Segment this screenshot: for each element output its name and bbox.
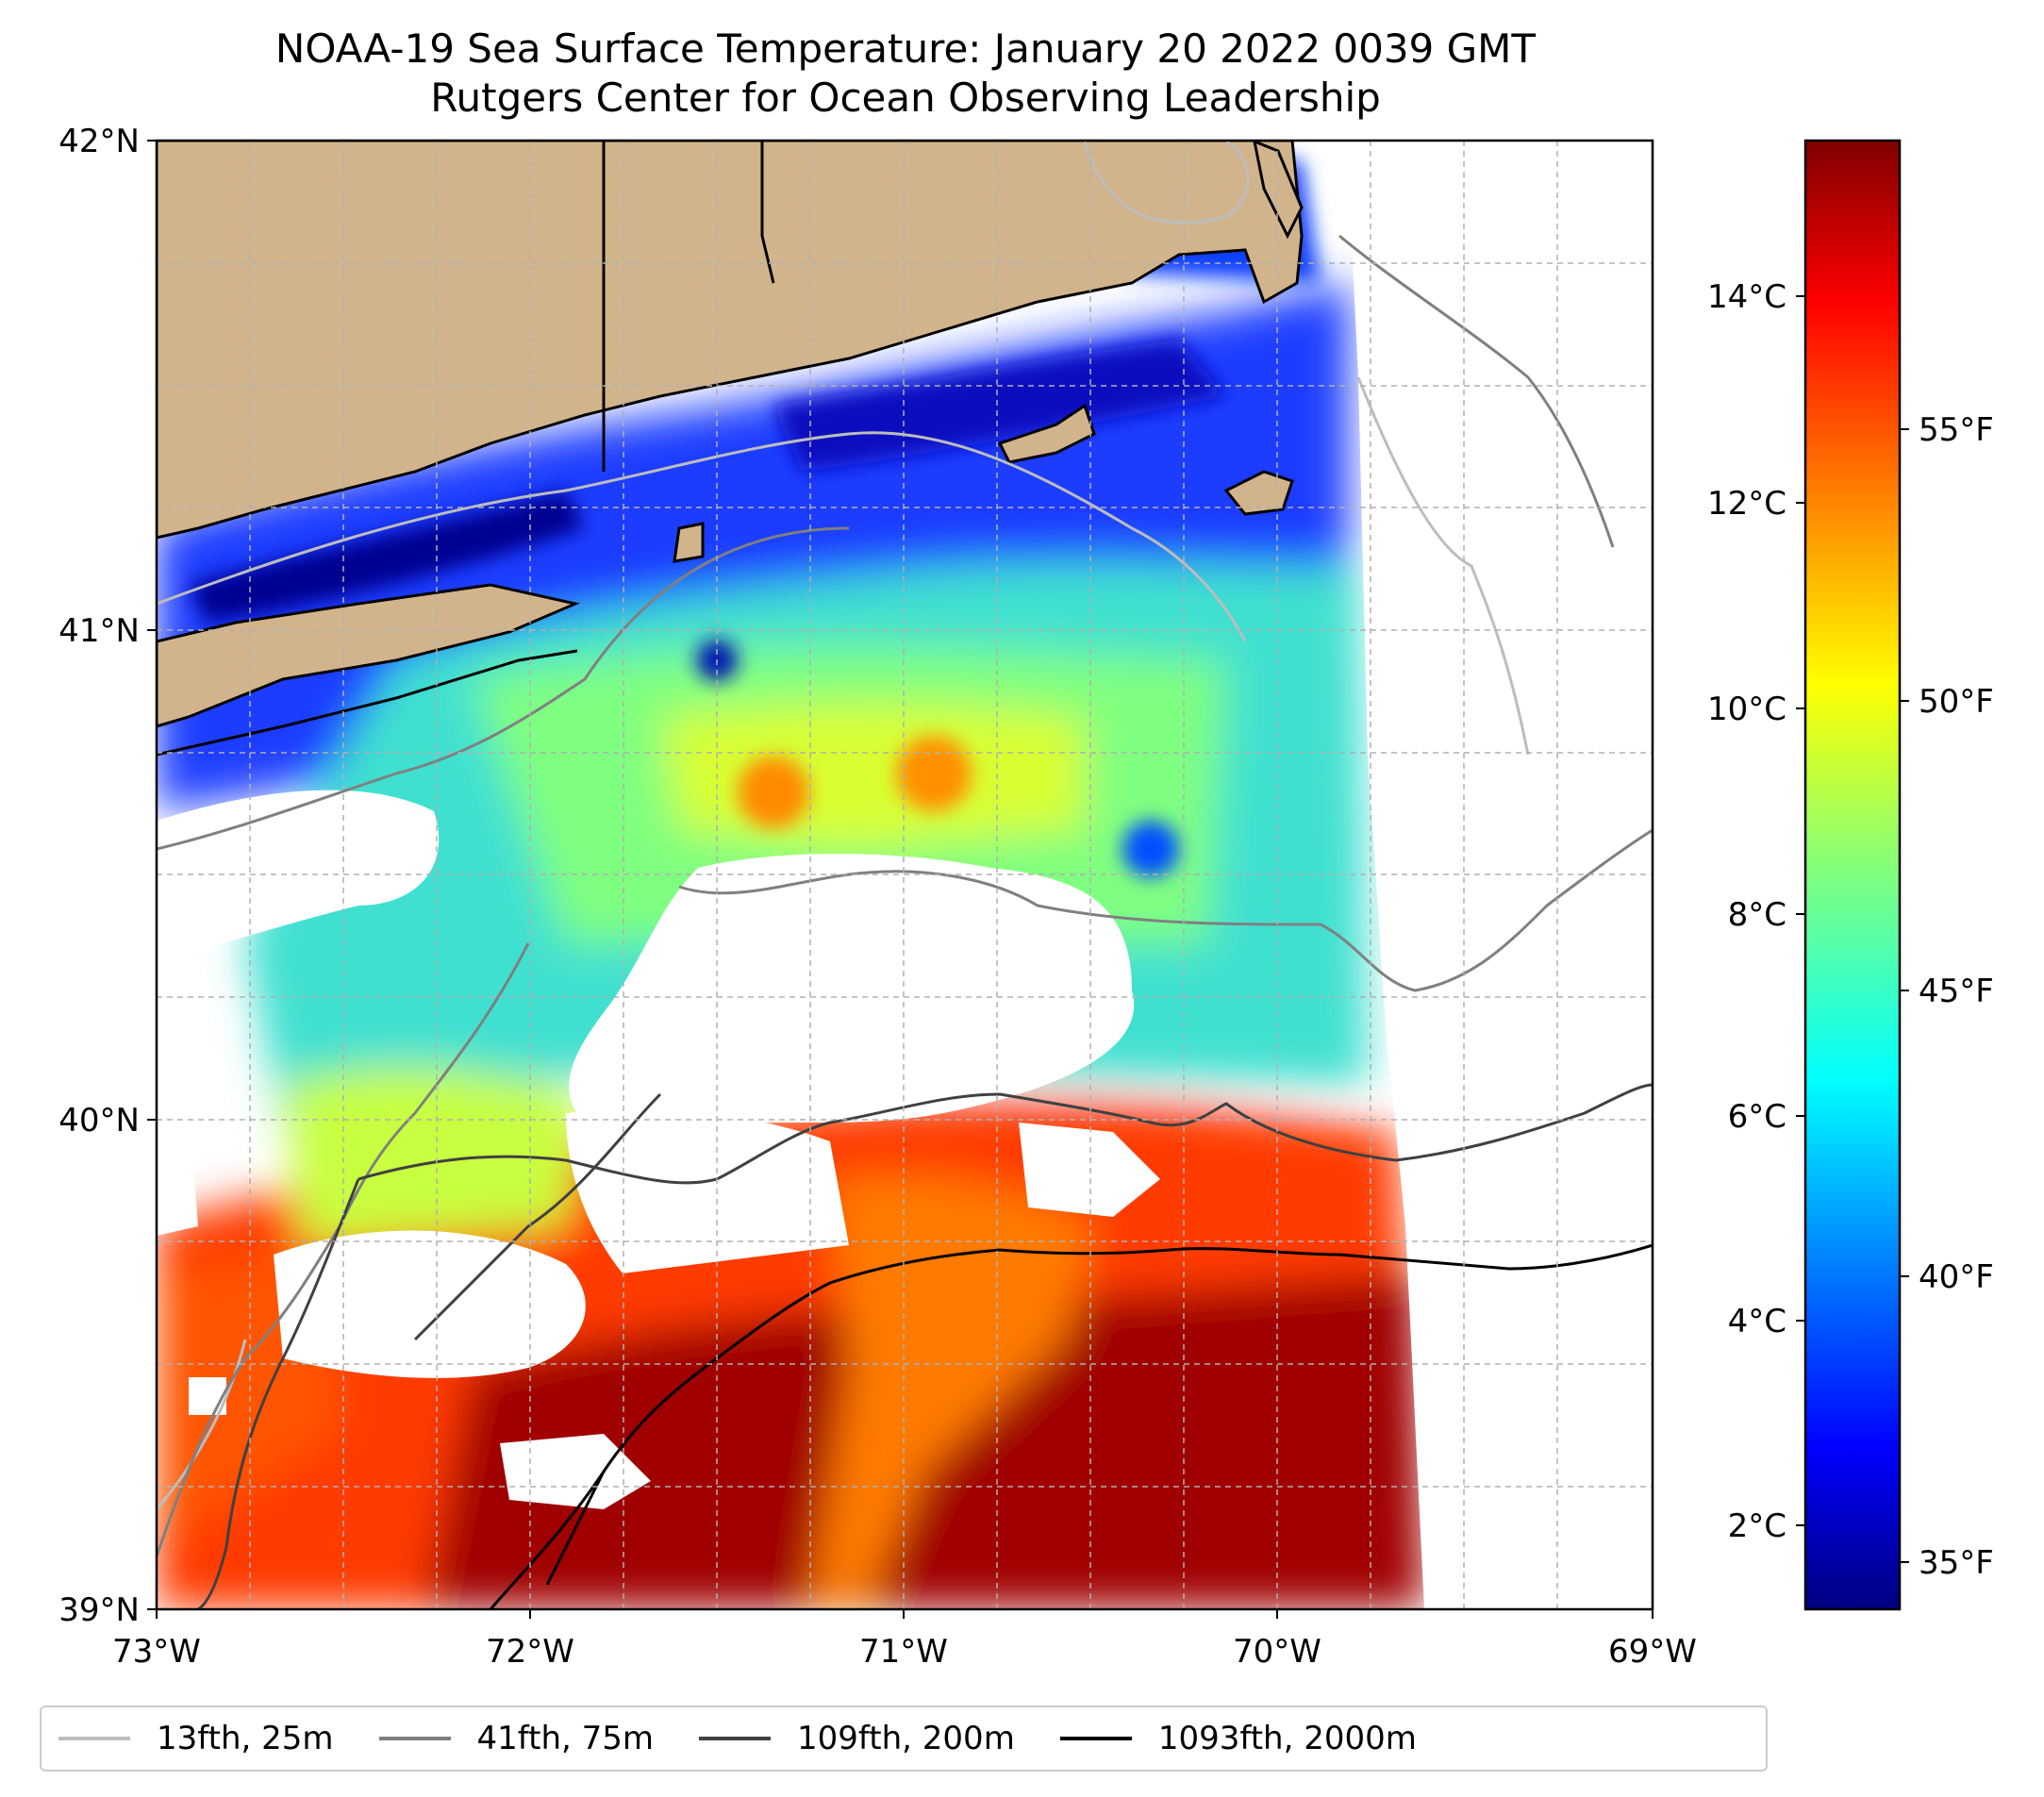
celsius-tick-label: 4°C [1728, 1303, 1786, 1340]
celsius-tick-label: 10°C [1707, 691, 1786, 728]
legend-item-2000m: 1093fth, 2000m [1059, 1720, 1417, 1757]
celsius-tick-label: 6°C [1728, 1098, 1786, 1136]
lat-tick-label: 42°N [58, 123, 140, 160]
legend-item-75m: 41fth, 75m [378, 1720, 655, 1757]
celsius-tick-label: 2°C [1728, 1507, 1786, 1545]
lon-tick-label: 72°W [486, 1633, 574, 1671]
fahrenheit-tick-label: 50°F [1919, 683, 1994, 721]
axis-ticks [147, 140, 1653, 1619]
celsius-tick-label: 14°C [1707, 278, 1786, 316]
colorbar: 14°C 12°C 10°C 8°C 6°C 4°C 2°C 55°F 50°F… [1707, 139, 1994, 1611]
lon-tick-label: 70°W [1233, 1633, 1321, 1671]
map-area [157, 141, 1653, 1609]
isobath-legend: 13fth, 25m 41fth, 75m 109fth, 200m 1093f… [40, 1705, 1768, 1772]
celsius-tick-label: 12°C [1707, 485, 1786, 523]
lon-tick-label: 73°W [112, 1633, 201, 1671]
land-mass [157, 141, 1304, 757]
fahrenheit-tick-label: 55°F [1919, 411, 1994, 449]
map-gridlines [157, 141, 1653, 1609]
legend-item-200m: 109fth, 200m [699, 1720, 1015, 1757]
fahrenheit-tick-label: 40°F [1919, 1258, 1994, 1296]
colorbar-gradient [1803, 139, 1902, 1611]
lon-tick-labels: 73°W 72°W 71°W 70°W 69°W [112, 1633, 1697, 1671]
celsius-tick-label: 8°C [1728, 896, 1786, 934]
isobath-2000m [489, 1243, 1653, 1609]
chart-title: NOAA-19 Sea Surface Temperature: January… [274, 25, 1537, 72]
lon-tick-label: 71°W [859, 1633, 948, 1671]
lat-tick-labels: 42°N 41°N 40°N 39°N [58, 123, 140, 1629]
lon-tick-label: 69°W [1608, 1633, 1697, 1671]
lat-tick-label: 40°N [58, 1102, 140, 1140]
chart-subtitle: Rutgers Center for Ocean Observing Leade… [430, 75, 1381, 121]
sst-field [157, 141, 1653, 1609]
legend-label: 13fth, 25m [157, 1720, 334, 1757]
lat-tick-label: 39°N [58, 1591, 140, 1629]
legend-swatch [58, 1737, 130, 1740]
isobath-25m [157, 141, 1530, 1510]
legend-label: 109fth, 200m [797, 1720, 1015, 1757]
legend-swatch [1059, 1737, 1132, 1740]
legend-item-25m: 13fth, 25m [58, 1720, 334, 1757]
legend-swatch [378, 1737, 451, 1740]
lat-tick-label: 41°N [58, 612, 140, 650]
fahrenheit-tick-label: 45°F [1919, 973, 1994, 1010]
legend-label: 41fth, 75m [476, 1720, 655, 1757]
legend-label: 1093fth, 2000m [1157, 1720, 1417, 1757]
fahrenheit-tick-label: 35°F [1919, 1544, 1994, 1582]
legend-swatch [699, 1737, 772, 1740]
